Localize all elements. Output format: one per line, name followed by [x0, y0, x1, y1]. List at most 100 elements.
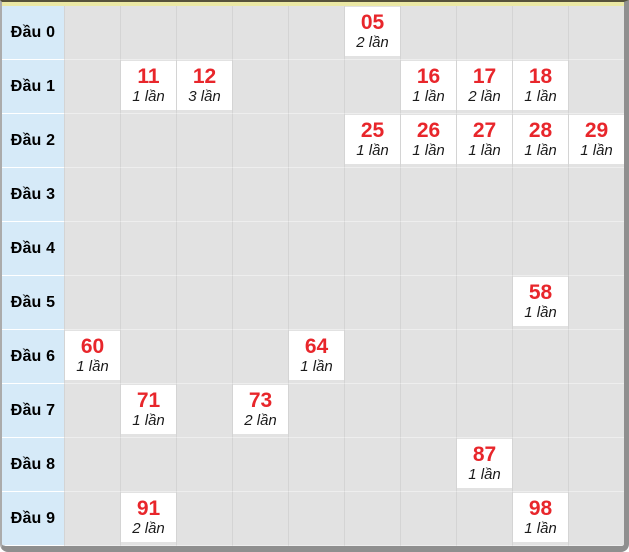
table-row-dau-8: Đầu 8 87 1 lần — [2, 438, 624, 492]
number-box-71: 71 1 lần — [121, 385, 176, 434]
cell-r5-c0 — [64, 276, 120, 330]
number-box-73: 73 2 lần — [233, 385, 288, 434]
table-row-dau-2: Đầu 2 25 1 lần 26 1 lần 27 1 lần 28 1 lần 29 1 lần — [2, 114, 624, 168]
table-row-dau-3: Đầu 3 — [2, 168, 624, 222]
number-count: 1 lần — [300, 358, 333, 376]
cell-r4-c9 — [568, 222, 624, 276]
number-count: 2 lần — [132, 520, 165, 538]
cell-r6-c0: 60 1 lần — [64, 330, 120, 384]
cell-r2-c2 — [176, 114, 232, 168]
cell-r4-c6 — [400, 222, 456, 276]
cell-r2-c3 — [232, 114, 288, 168]
cell-r1-c2: 12 3 lần — [176, 60, 232, 114]
cell-r4-c4 — [288, 222, 344, 276]
cell-r5-c1 — [120, 276, 176, 330]
cell-r8-c0 — [64, 438, 120, 492]
cell-r9-c1: 91 2 lần — [120, 492, 176, 546]
cell-r8-c4 — [288, 438, 344, 492]
cell-r3-c0 — [64, 168, 120, 222]
cell-r2-c0 — [64, 114, 120, 168]
row-label-dau-3: Đầu 3 — [2, 168, 64, 222]
cell-r2-c1 — [120, 114, 176, 168]
cell-r7-c3: 73 2 lần — [232, 384, 288, 438]
cell-r7-c7 — [456, 384, 512, 438]
cell-r5-c9 — [568, 276, 624, 330]
table-row-dau-1: Đầu 1 11 1 lần 12 3 lần 16 1 lần 17 2 lần 18 1 lần — [2, 60, 624, 114]
number-value: 16 — [416, 65, 441, 89]
cell-r2-c4 — [288, 114, 344, 168]
number-box-58: 58 1 lần — [513, 277, 568, 326]
cell-r2-c7: 27 1 lần — [456, 114, 512, 168]
cell-r6-c6 — [400, 330, 456, 384]
row-label-dau-9: Đầu 9 — [2, 492, 64, 546]
cell-r7-c5 — [344, 384, 400, 438]
number-count: 2 lần — [244, 412, 277, 430]
cell-r6-c1 — [120, 330, 176, 384]
cell-r7-c1: 71 1 lần — [120, 384, 176, 438]
cell-r2-c8: 28 1 lần — [512, 114, 568, 168]
cell-r1-c0 — [64, 60, 120, 114]
number-value: 73 — [248, 389, 273, 413]
cell-r3-c7 — [456, 168, 512, 222]
cell-r3-c6 — [400, 168, 456, 222]
cell-r5-c3 — [232, 276, 288, 330]
cell-r1-c9 — [568, 60, 624, 114]
number-value: 18 — [528, 65, 553, 89]
number-box-28: 28 1 lần — [513, 115, 568, 164]
cell-r7-c8 — [512, 384, 568, 438]
cell-r6-c8 — [512, 330, 568, 384]
cell-r8-c6 — [400, 438, 456, 492]
number-box-05: 05 2 lần — [345, 7, 400, 56]
cell-r0-c4 — [288, 6, 344, 60]
row-label-dau-0: Đầu 0 — [2, 6, 64, 60]
cell-r0-c8 — [512, 6, 568, 60]
cell-r4-c2 — [176, 222, 232, 276]
cell-r6-c7 — [456, 330, 512, 384]
cell-r0-c6 — [400, 6, 456, 60]
number-count: 1 lần — [524, 520, 557, 538]
cell-r2-c6: 26 1 lần — [400, 114, 456, 168]
cell-r7-c9 — [568, 384, 624, 438]
number-box-16: 16 1 lần — [401, 61, 456, 110]
number-count: 1 lần — [76, 358, 109, 376]
cell-r3-c9 — [568, 168, 624, 222]
cell-r9-c7 — [456, 492, 512, 546]
number-box-29: 29 1 lần — [569, 115, 624, 164]
number-count: 2 lần — [468, 88, 501, 106]
table-row-dau-0: Đầu 0 05 2 lần — [2, 6, 624, 60]
number-value: 26 — [416, 119, 441, 143]
number-count: 1 lần — [132, 88, 165, 106]
cell-r6-c5 — [344, 330, 400, 384]
cell-r9-c3 — [232, 492, 288, 546]
cell-r1-c3 — [232, 60, 288, 114]
cell-r8-c3 — [232, 438, 288, 492]
number-value: 60 — [80, 335, 105, 359]
cell-r5-c6 — [400, 276, 456, 330]
cell-r0-c3 — [232, 6, 288, 60]
number-box-11: 11 1 lần — [121, 61, 176, 110]
cell-r6-c3 — [232, 330, 288, 384]
number-count: 1 lần — [412, 142, 445, 160]
number-count: 3 lần — [188, 88, 221, 106]
number-count: 1 lần — [524, 88, 557, 106]
cell-r9-c2 — [176, 492, 232, 546]
number-value: 05 — [360, 11, 385, 35]
top-border-band — [2, 2, 624, 6]
row-label-dau-1: Đầu 1 — [2, 60, 64, 114]
cell-r8-c8 — [512, 438, 568, 492]
row-label-dau-4: Đầu 4 — [2, 222, 64, 276]
number-value: 27 — [472, 119, 497, 143]
number-box-17: 17 2 lần — [457, 61, 512, 110]
cell-r8-c5 — [344, 438, 400, 492]
number-value: 28 — [528, 119, 553, 143]
number-value: 25 — [360, 119, 385, 143]
number-count: 1 lần — [580, 142, 613, 160]
number-box-26: 26 1 lần — [401, 115, 456, 164]
cell-r1-c7: 17 2 lần — [456, 60, 512, 114]
cell-r6-c4: 64 1 lần — [288, 330, 344, 384]
cell-r7-c4 — [288, 384, 344, 438]
number-count: 2 lần — [356, 34, 389, 52]
number-value: 29 — [584, 119, 609, 143]
cell-r5-c4 — [288, 276, 344, 330]
cell-r6-c2 — [176, 330, 232, 384]
